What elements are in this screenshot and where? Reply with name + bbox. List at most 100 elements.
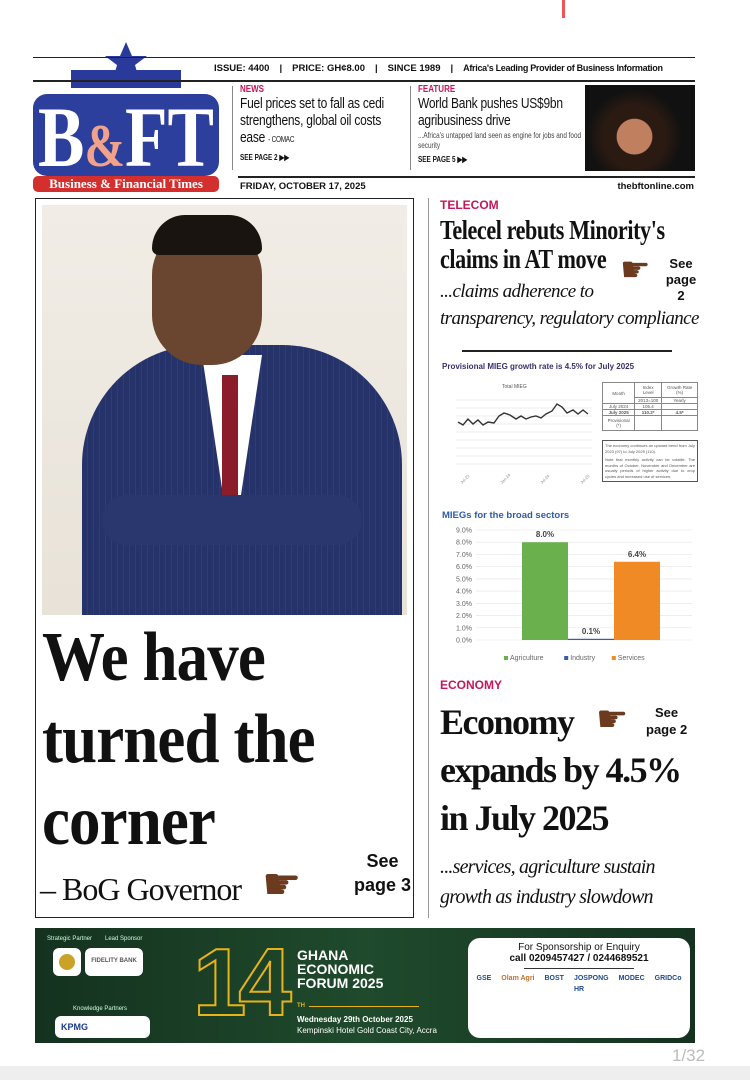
data-label: 0.1% <box>582 627 600 636</box>
y-tick-label: 3.0% <box>456 601 472 608</box>
partner-logo-gse: GSE <box>476 975 492 982</box>
page-indicator: 1/32 <box>672 1046 706 1065</box>
kpmg-logo: KPMG <box>55 1016 150 1038</box>
forum-title-line-1: GHANA <box>297 947 349 963</box>
y-tick-label: 4.0% <box>456 589 472 596</box>
lead-headline-line-3[interactable]: corner <box>42 783 216 860</box>
mieg-line-chart: Jul-23 Jan-24 Jul-24 Jul-25 <box>456 399 592 485</box>
y-tick-label: 5.0% <box>456 576 472 583</box>
y-tick-label: 1.0% <box>456 625 472 632</box>
governor-photo <box>42 205 407 615</box>
bog-seal-icon <box>53 948 81 976</box>
economy-see-page[interactable]: See page 2 <box>646 705 688 737</box>
partner-logo-gridco: GRIDCo <box>654 975 682 982</box>
news-teaser[interactable]: NEWS Fuel prices set to fall as cedi str… <box>240 84 400 162</box>
pointing-hand-icon: ☛ <box>596 698 629 739</box>
legend-label: Industry <box>570 655 595 662</box>
partner-logo-jospong: JOSPONG <box>573 975 609 982</box>
partner-logo-hr: HR <box>573 986 585 993</box>
news-headline[interactable]: Fuel prices set to fall as cedi strength… <box>240 95 384 146</box>
sponsorship-box: For Sponsorship or Enquiry call 02094574… <box>468 938 690 1038</box>
forum-number-suffix: TH <box>297 1003 305 1009</box>
mieg-line-chart-title: Total MIEG <box>502 384 527 390</box>
legend-label: Services <box>618 655 645 662</box>
y-tick-label: 6.0% <box>456 564 472 571</box>
economy-sub: ...services, agriculture sustain growth … <box>440 856 656 908</box>
forum-title-line-2: ECONOMIC <box>297 961 374 977</box>
svg-text:Jan-24: Jan-24 <box>499 472 512 485</box>
pointing-hand-icon: ☛ <box>620 251 651 289</box>
logo-wordmark: B&FT <box>38 89 214 185</box>
pointing-hand-icon: ☛ <box>262 860 302 909</box>
knowledge-partners-label: Knowledge Partners <box>73 1006 128 1012</box>
telecom-sub: ...claims adherence to transparency, reg… <box>440 281 699 329</box>
partner-logo-olam: Olam Agri <box>501 975 535 982</box>
price: PRICE: GH¢8.00 <box>292 63 365 74</box>
y-tick-label: 9.0% <box>456 528 472 535</box>
strategic-partner-label: Strategic Partner <box>47 936 93 942</box>
viewer-footer-bar <box>0 1066 750 1080</box>
legend-label: Agriculture <box>510 655 544 662</box>
lead-headline-line-1[interactable]: We have <box>42 619 266 696</box>
feature-see-page[interactable]: SEE PAGE 5 ▶▶ <box>418 155 468 164</box>
forum-title-line-3: FORUM 2025 <box>297 975 384 991</box>
feature-photo <box>585 85 695 171</box>
ghana-economic-forum-ad[interactable]: Strategic Partner Lead Sponsor FIDELITY … <box>35 928 695 1043</box>
svg-text:Jul-23: Jul-23 <box>459 473 471 485</box>
since: SINCE 1989 <box>387 63 441 74</box>
legend-swatch <box>564 656 569 660</box>
y-tick-label: 7.0% <box>456 552 472 559</box>
mieg-notes: The economy continues an upward trend fr… <box>602 440 698 482</box>
forum-venue: Kempinski Hotel Gold Coast City, Accra <box>297 1026 437 1035</box>
chart-title: MIEGs for the broad sectors <box>442 510 570 521</box>
y-tick-label: 8.0% <box>456 540 472 547</box>
y-tick-label: 0.0% <box>456 638 472 645</box>
partner-logo-modec: MODEC <box>618 975 645 982</box>
bar-services <box>614 561 660 640</box>
feature-teaser[interactable]: FEATURE World Bank pushes US$9bn agribus… <box>418 84 582 164</box>
telecom-kicker: TELECOM <box>440 198 499 212</box>
feature-sub: ...Africa's untapped land seen as engine… <box>418 131 582 150</box>
lead-story[interactable]: We have turned the corner – BoG Governor… <box>35 198 414 918</box>
economy-headline-line-3[interactable]: in July 2025 <box>440 798 610 838</box>
economy-story[interactable]: ECONOMY Economy expands by 4.5% in July … <box>440 678 700 912</box>
logo-tagline: Business & Financial Times <box>49 176 203 191</box>
svg-text:Jul-25: Jul-25 <box>579 473 591 485</box>
mieg-figure: Provisional MIEG growth rate is 4.5% for… <box>442 362 700 510</box>
lead-headline-line-2[interactable]: turned the <box>42 701 316 778</box>
lead-attribution: – BoG Governor <box>40 871 242 907</box>
forum-number: 14 <box>192 928 293 1037</box>
bar-agriculture <box>522 542 568 640</box>
legend-swatch <box>504 656 508 660</box>
news-see-page[interactable]: SEE PAGE 2 ▶▶ <box>240 153 290 162</box>
bft-logo: B&FT Business & Financial Times <box>33 42 219 192</box>
fidelity-bank-logo: FIDELITY BANK <box>85 948 143 976</box>
svg-text:Jul-24: Jul-24 <box>539 473 551 485</box>
issue-date: FRIDAY, OCTOBER 17, 2025 <box>240 181 366 192</box>
telecom-story[interactable]: TELECOM Telecel rebuts Minority's claims… <box>440 198 700 332</box>
economy-kicker: ECONOMY <box>440 678 503 692</box>
sector-bar-chart: MIEGs for the broad sectors 0.0% 1.0% 2.0%… <box>442 510 700 668</box>
feature-kicker: FEATURE <box>418 84 456 95</box>
lead-sponsor-label: Lead Sponsor <box>105 936 143 942</box>
partner-logo-bost: BOST <box>544 975 564 982</box>
economy-headline-line-1[interactable]: Economy <box>440 702 575 742</box>
mieg-table: Month Index Level Growth Rate (%) 2013=100… <box>601 382 698 431</box>
issue-number: ISSUE: 4400 <box>214 63 270 74</box>
masthead-info: ISSUE: 4400 | PRICE: GH¢8.00 | SINCE 1989 |… <box>214 63 663 74</box>
enquiry-phone[interactable]: call 0209457427 / 0244689521 <box>509 953 649 964</box>
feature-headline[interactable]: World Bank pushes US$9bn agribusiness dr… <box>418 95 563 129</box>
enquiry-label: For Sponsorship or Enquiry <box>518 942 640 953</box>
forum-date: Wednesday 29th October 2025 <box>297 1015 413 1024</box>
data-label: 8.0% <box>536 530 554 539</box>
legend-swatch <box>611 656 616 660</box>
website-link[interactable]: thebftonline.com <box>617 181 694 192</box>
news-kicker: NEWS <box>240 84 264 95</box>
bar-industry <box>568 638 614 640</box>
telecom-headline[interactable]: Telecel rebuts Minority's claims in AT m… <box>440 215 665 274</box>
lead-see-page[interactable]: See page 3 <box>354 851 412 895</box>
slogan: Africa's Leading Provider of Business In… <box>463 63 663 73</box>
telecom-see-page[interactable]: See page 2 <box>665 256 697 303</box>
economy-headline-line-2[interactable]: expands by 4.5% <box>440 750 682 790</box>
page-edge-mark <box>562 0 565 18</box>
